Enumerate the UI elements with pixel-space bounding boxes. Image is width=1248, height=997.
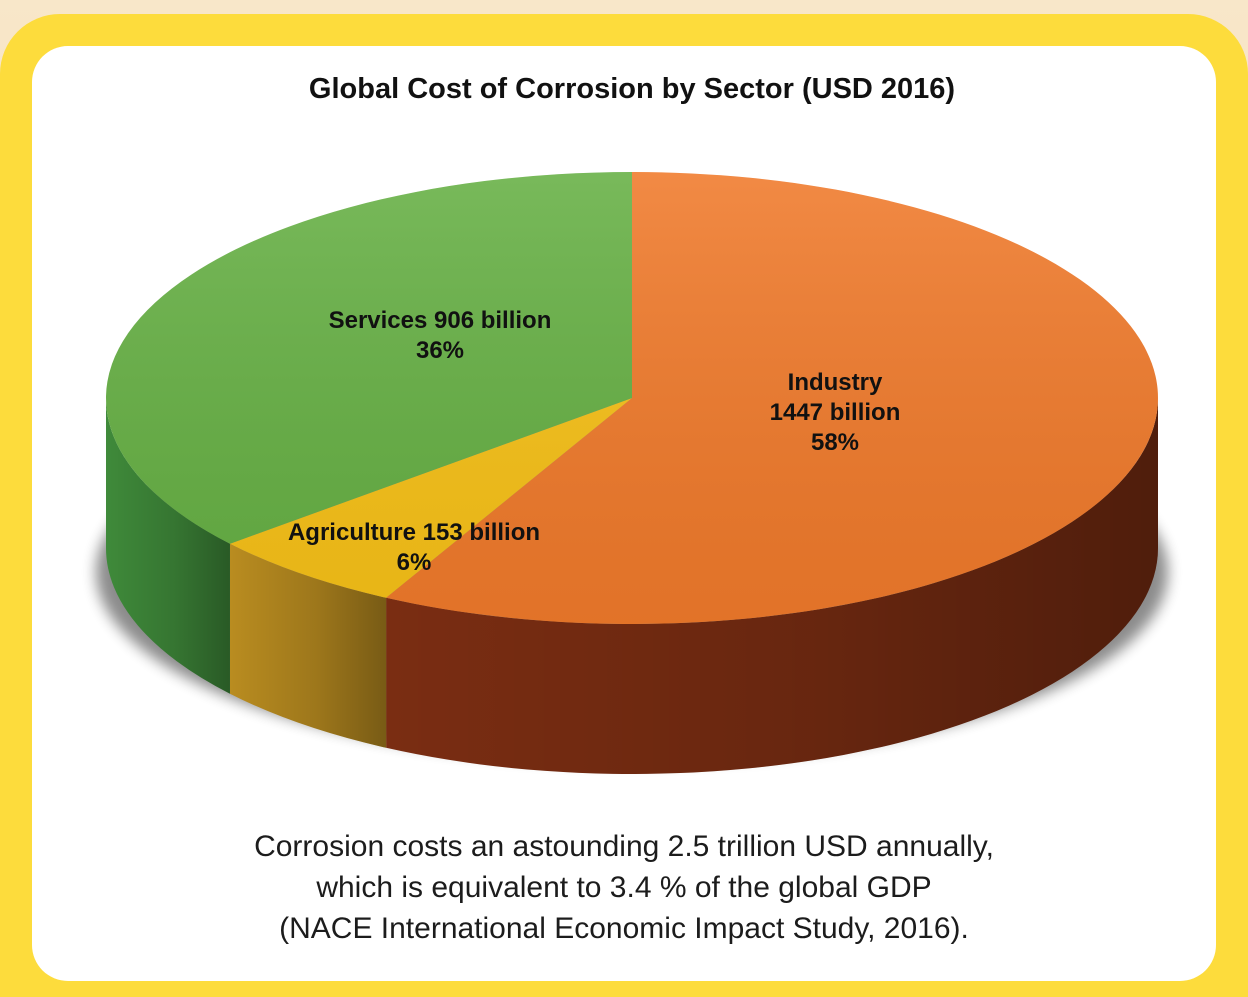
slice-label-line: 6% [397, 549, 432, 576]
slice-labels: Industry 1447 billion 58% Agriculture 153 b… [288, 307, 900, 576]
slice-side-shade-industry [386, 398, 1158, 775]
caption-line-2: which is equivalent to 3.4 % of the glob… [316, 871, 932, 904]
caption-line-3: (NACE International Economic Impact Stud… [279, 912, 969, 945]
slice-label-line: Agriculture 153 billion [288, 519, 540, 546]
slice-side-shade-services [105, 398, 230, 694]
chart-title: Global Cost of Corrosion by Sector (USD … [309, 73, 955, 105]
slice-label-line: 36% [416, 337, 464, 364]
slice-label-line: 58% [811, 429, 859, 456]
slice-label-line: 1447 billion [770, 399, 901, 426]
slice-label-industry: Industry 1447 billion 58% [770, 369, 901, 456]
pie-slices [105, 172, 1158, 624]
caption-line-1: Corrosion costs an astounding 2.5 trilli… [254, 830, 994, 863]
slice-label-agriculture: Agriculture 153 billion 6% [288, 519, 540, 576]
slice-side-shade-agriculture [229, 543, 387, 748]
slice-label-services: Services 906 billion 36% [329, 307, 552, 364]
slice-label-line: Industry [788, 369, 883, 396]
pie-sides [105, 398, 1158, 775]
pie-top-shine [106, 172, 1158, 624]
slice-label-line: Services 906 billion [329, 307, 552, 334]
caption: Corrosion costs an astounding 2.5 trilli… [0, 826, 1248, 949]
